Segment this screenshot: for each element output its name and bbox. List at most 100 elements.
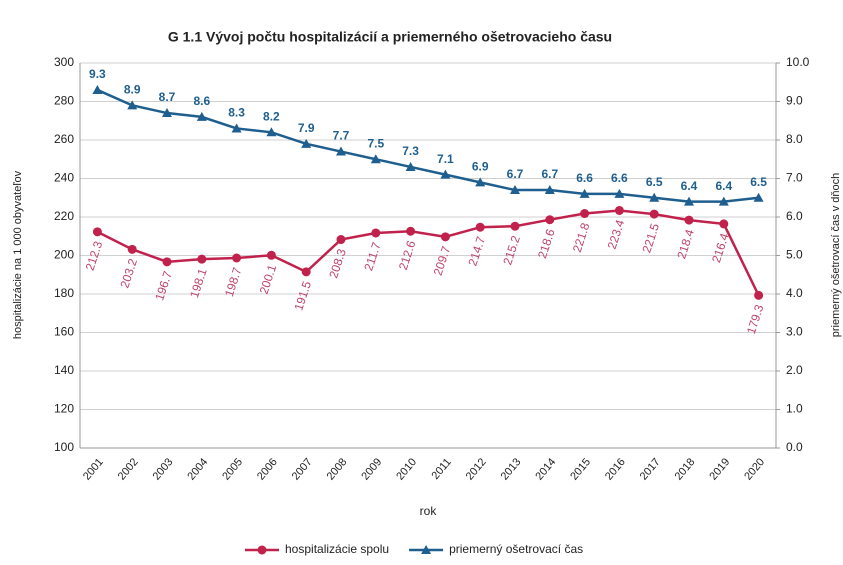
x-tick-label: 2017 bbox=[638, 456, 663, 482]
point bbox=[510, 185, 520, 195]
value-label: 221.5 bbox=[639, 221, 662, 254]
y2-tick-label: 0.0 bbox=[786, 440, 803, 454]
value-label: 223.4 bbox=[605, 218, 628, 251]
value-label: 209.7 bbox=[431, 244, 454, 277]
point bbox=[718, 196, 729, 206]
point bbox=[301, 138, 312, 148]
x-tick-label: 2006 bbox=[255, 456, 280, 482]
y2-tick-label: 1.0 bbox=[786, 402, 803, 416]
point bbox=[336, 146, 346, 156]
point bbox=[405, 161, 416, 171]
series-line bbox=[96, 88, 759, 203]
value-label: 9.3 bbox=[89, 67, 106, 81]
legend-label: priemerný ošetrovací čas bbox=[449, 542, 583, 556]
point bbox=[301, 267, 311, 277]
point bbox=[266, 127, 277, 137]
point bbox=[370, 154, 381, 164]
value-label: 7.3 bbox=[402, 144, 419, 158]
point bbox=[545, 215, 555, 225]
point bbox=[92, 84, 103, 94]
point bbox=[196, 111, 207, 121]
point bbox=[544, 185, 555, 195]
x-tick-label: 2015 bbox=[568, 456, 593, 482]
value-label: 216.4 bbox=[709, 231, 732, 264]
y-tick-label: 280 bbox=[54, 94, 74, 108]
point bbox=[475, 222, 485, 232]
point bbox=[371, 228, 381, 238]
point bbox=[579, 188, 590, 198]
value-label: 198.7 bbox=[222, 265, 245, 298]
legend-marker bbox=[421, 545, 432, 554]
point bbox=[684, 215, 694, 225]
value-label: 214.7 bbox=[465, 234, 488, 267]
y2-tick-label: 3.0 bbox=[786, 325, 803, 339]
y2-tick-label: 7.0 bbox=[786, 171, 803, 185]
y2-tick-label: 6.0 bbox=[786, 209, 803, 223]
y-tick-label: 180 bbox=[54, 286, 74, 300]
legend-marker bbox=[257, 545, 267, 555]
point bbox=[232, 253, 242, 263]
y2-tick-label: 5.0 bbox=[786, 248, 803, 262]
x-tick-label: 2016 bbox=[603, 456, 628, 482]
y2-tick-label: 9.0 bbox=[786, 94, 803, 108]
value-label: 8.7 bbox=[159, 90, 176, 104]
point bbox=[440, 169, 451, 179]
value-label: 6.6 bbox=[576, 171, 593, 185]
value-label: 7.1 bbox=[437, 152, 454, 166]
point bbox=[754, 290, 764, 300]
value-label: 6.5 bbox=[750, 175, 767, 189]
point bbox=[127, 244, 137, 254]
point bbox=[336, 235, 346, 245]
value-label: 8.2 bbox=[263, 109, 280, 123]
value-label: 8.9 bbox=[124, 83, 141, 97]
point bbox=[649, 209, 659, 219]
value-label: 8.3 bbox=[228, 106, 245, 120]
x-tick-label: 2001 bbox=[81, 456, 106, 482]
point bbox=[162, 108, 172, 118]
value-label: 221.8 bbox=[570, 221, 593, 254]
x-tick-label: 2014 bbox=[533, 456, 558, 482]
x-tick-label: 2013 bbox=[499, 456, 524, 482]
point bbox=[719, 219, 729, 229]
x-tick-label: 2005 bbox=[220, 456, 245, 482]
value-label: 191.5 bbox=[291, 279, 314, 312]
x-tick-label: 2018 bbox=[673, 456, 698, 482]
value-label: 203.2 bbox=[117, 257, 140, 290]
x-tick-label: 2010 bbox=[394, 456, 419, 482]
point bbox=[614, 205, 624, 215]
point bbox=[475, 177, 486, 187]
point bbox=[231, 123, 242, 133]
y-tick-label: 140 bbox=[54, 363, 74, 377]
x-tick-label: 2008 bbox=[325, 456, 350, 482]
y-tick-label: 200 bbox=[54, 248, 74, 262]
value-label: 215.2 bbox=[500, 234, 523, 267]
value-label: 6.4 bbox=[715, 179, 732, 193]
x-tick-label: 2007 bbox=[290, 456, 315, 482]
y-tick-label: 220 bbox=[54, 209, 74, 223]
y2-tick-label: 4.0 bbox=[786, 286, 803, 300]
x-tick-label: 2019 bbox=[707, 456, 732, 482]
value-label: 7.7 bbox=[333, 129, 350, 143]
point bbox=[440, 232, 450, 242]
x-tick-label: 2012 bbox=[464, 456, 489, 482]
point bbox=[753, 192, 764, 202]
point bbox=[684, 196, 694, 206]
y-tick-label: 260 bbox=[54, 132, 74, 146]
y-tick-label: 100 bbox=[54, 440, 74, 454]
value-label: 8.6 bbox=[193, 94, 210, 108]
y2-tick-label: 2.0 bbox=[786, 363, 803, 377]
x-tick-label: 2003 bbox=[151, 456, 176, 482]
value-label: 7.5 bbox=[367, 136, 384, 150]
point bbox=[197, 254, 207, 264]
x-tick-label: 2020 bbox=[742, 456, 767, 482]
value-label: 6.7 bbox=[507, 167, 524, 181]
legend-label: hospitalizácie spolu bbox=[285, 542, 389, 556]
value-label: 6.7 bbox=[541, 167, 558, 181]
y-tick-label: 160 bbox=[54, 325, 74, 339]
value-label: 7.9 bbox=[298, 121, 315, 135]
value-label: 208.3 bbox=[326, 247, 349, 280]
point bbox=[127, 100, 138, 110]
value-label: 211.7 bbox=[361, 240, 383, 272]
point bbox=[92, 227, 102, 237]
